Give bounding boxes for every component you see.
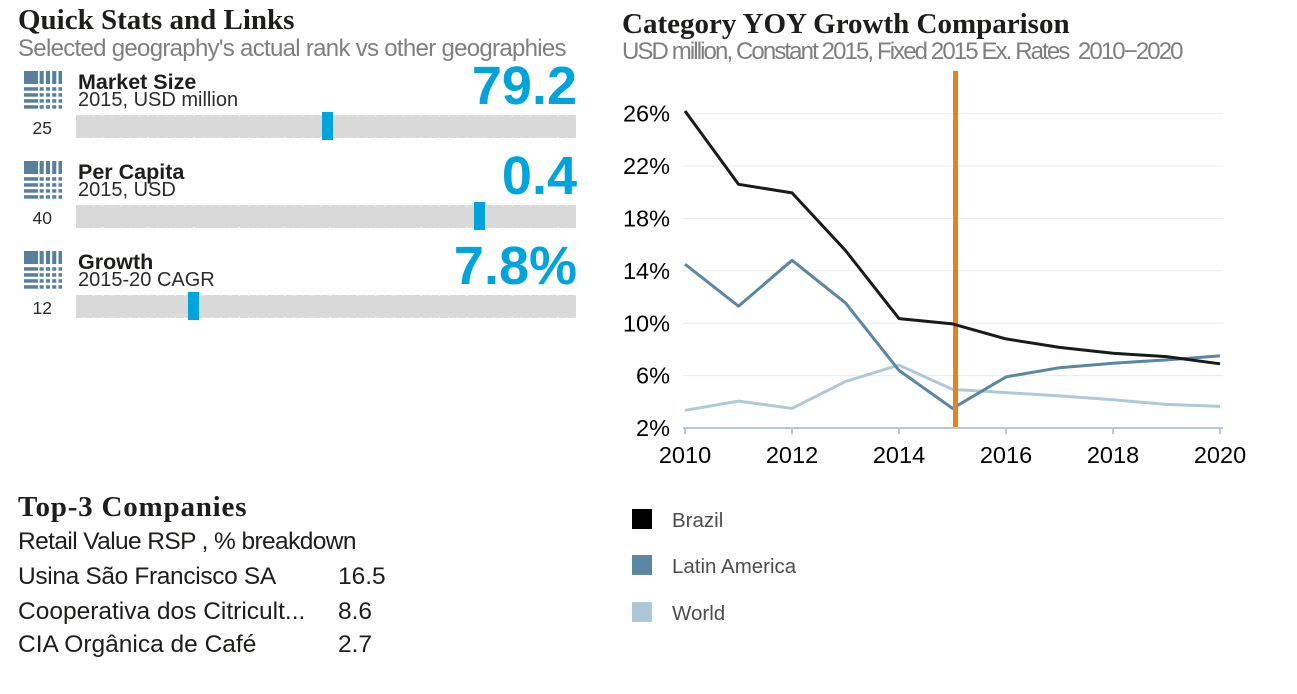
svg-text:2018: 2018 [1087,442,1139,468]
svg-text:22%: 22% [623,153,670,179]
svg-text:2020: 2020 [1194,442,1246,468]
svg-text:14%: 14% [623,258,670,284]
svg-text:6%: 6% [636,363,670,389]
svg-text:18%: 18% [623,206,670,232]
svg-text:2014: 2014 [873,442,925,468]
svg-text:2010: 2010 [659,442,711,468]
svg-text:2016: 2016 [980,442,1032,468]
svg-text:2%: 2% [636,415,670,441]
svg-text:10%: 10% [623,310,670,336]
svg-text:2012: 2012 [766,442,818,468]
svg-text:26%: 26% [623,101,670,127]
